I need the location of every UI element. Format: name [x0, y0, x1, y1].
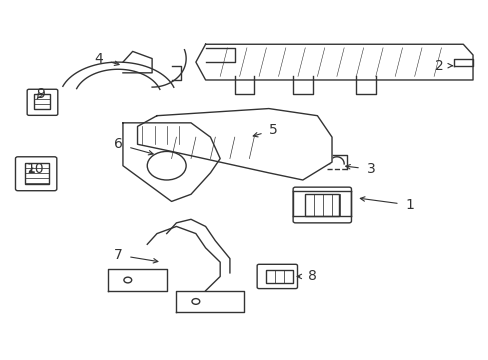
- FancyBboxPatch shape: [27, 89, 58, 115]
- Text: 8: 8: [297, 269, 316, 283]
- FancyBboxPatch shape: [16, 157, 57, 191]
- FancyBboxPatch shape: [257, 264, 297, 289]
- Text: 7: 7: [114, 248, 158, 263]
- Bar: [25, 163, 49, 184]
- Bar: [266, 270, 292, 283]
- Text: 3: 3: [345, 162, 374, 176]
- Text: 4: 4: [94, 51, 119, 66]
- Text: 9: 9: [36, 87, 44, 101]
- Bar: [305, 194, 339, 216]
- Text: 1: 1: [360, 197, 413, 212]
- Text: 5: 5: [253, 123, 278, 137]
- Text: 10: 10: [26, 162, 44, 176]
- FancyBboxPatch shape: [292, 187, 351, 223]
- Polygon shape: [196, 44, 472, 80]
- Polygon shape: [122, 123, 220, 202]
- Polygon shape: [137, 109, 331, 180]
- Bar: [34, 94, 50, 109]
- Text: 2: 2: [434, 59, 451, 73]
- Text: 6: 6: [113, 137, 153, 155]
